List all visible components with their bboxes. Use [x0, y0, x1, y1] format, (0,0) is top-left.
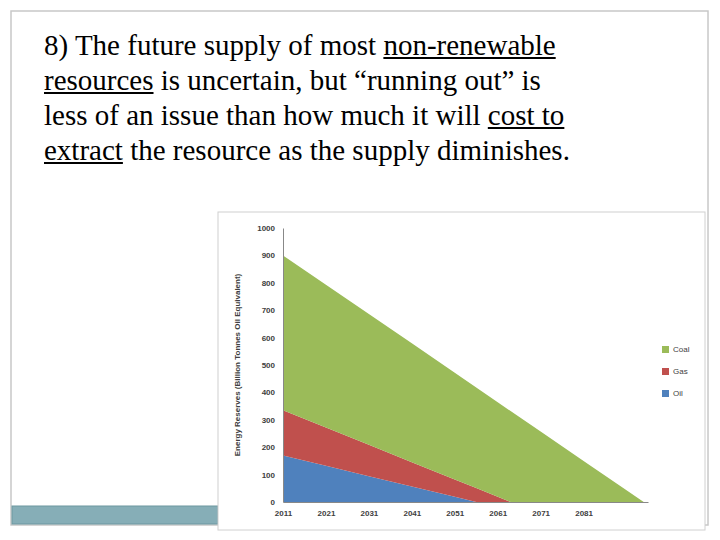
- y-axis-title: Energy Reserves (Billion Tonnes Oil Equi…: [233, 273, 242, 456]
- heading-text: extract: [44, 134, 123, 166]
- heading-text: less of an issue than how much it will: [44, 99, 488, 131]
- tick: 600: [262, 334, 283, 343]
- tick: 2061: [489, 502, 507, 518]
- y-axis: 0 100 200 300 400 500 600 700 800 900 1000: [257, 224, 283, 507]
- tick: 100: [262, 471, 283, 480]
- tick-label: 2041: [403, 509, 421, 518]
- tick: 2071: [532, 502, 550, 518]
- legend-label: Coal: [673, 345, 690, 354]
- tick-label: 2061: [489, 509, 507, 518]
- tick: 300: [262, 416, 283, 425]
- heading-line: extract the resource as the supply dimin…: [44, 133, 714, 168]
- tick-label: 200: [262, 443, 276, 452]
- tick-label: 500: [262, 361, 276, 370]
- slide-bar: [12, 506, 218, 524]
- plot-area: [283, 255, 644, 502]
- tick-label: 600: [262, 334, 276, 343]
- axis-line: [284, 502, 649, 503]
- tick: 2081: [575, 502, 593, 518]
- tick-label: 2071: [532, 509, 550, 518]
- heading-text: cost to: [488, 99, 565, 131]
- tick-label: 800: [262, 279, 276, 288]
- tick: 2021: [318, 502, 336, 518]
- tick: 0: [271, 498, 283, 507]
- heading-line: 8) The future supply of most non-renewab…: [44, 28, 714, 63]
- tick-label: 2051: [446, 509, 464, 518]
- area: [283, 255, 644, 502]
- heading-text: the resource as the supply diminishes.: [123, 134, 570, 166]
- tick: 200: [262, 443, 283, 452]
- tick-label: 0: [271, 498, 276, 507]
- legend-swatch: [662, 390, 669, 397]
- heading-text: resources: [44, 64, 154, 96]
- tick: 500: [262, 361, 283, 370]
- tick: 1000: [257, 224, 283, 233]
- legend-label: Oil: [673, 389, 683, 398]
- tick-label: 900: [262, 251, 276, 260]
- tick: 2051: [446, 502, 464, 518]
- chart-panel: [218, 212, 705, 530]
- tick-label: 2011: [275, 509, 293, 518]
- heading-text: 8) The future supply of most: [44, 29, 383, 61]
- tick: 2011: [275, 502, 293, 518]
- tick: 2041: [403, 502, 421, 518]
- tick-label: 2031: [360, 509, 378, 518]
- tick-label: 300: [262, 416, 276, 425]
- x-axis: 2011 2021 2031 2041 2051 2061 2071 2081: [275, 502, 649, 518]
- tick: 2031: [360, 502, 378, 518]
- tick-label: 1000: [257, 224, 275, 233]
- legend: Coal Gas Oil: [662, 345, 690, 398]
- tick-label: 2021: [318, 509, 336, 518]
- heading-line: less of an issue than how much it will c…: [44, 98, 714, 133]
- tick: 400: [262, 388, 283, 397]
- legend-swatch: [662, 346, 669, 353]
- tick-label: 100: [262, 471, 276, 480]
- heading-text: non-renewable: [383, 29, 555, 61]
- axis-line: [283, 229, 284, 503]
- heading-text: is uncertain, but “running out” is: [154, 64, 541, 96]
- tick-label: 700: [262, 306, 276, 315]
- heading-line: resources is uncertain, but “running out…: [44, 63, 714, 98]
- legend-label: Gas: [673, 367, 688, 376]
- tick: 800: [262, 279, 283, 288]
- tick-label: 400: [262, 388, 276, 397]
- legend-swatch: [662, 368, 669, 375]
- slide: 2011 2021 2031 2041 2051 2061 2071 2081 0 100 200 3…: [0, 0, 720, 540]
- tick: 700: [262, 306, 283, 315]
- tick: 900: [262, 251, 283, 260]
- tick-label: 2081: [575, 509, 593, 518]
- heading: 8) The future supply of most non-renewab…: [44, 28, 714, 168]
